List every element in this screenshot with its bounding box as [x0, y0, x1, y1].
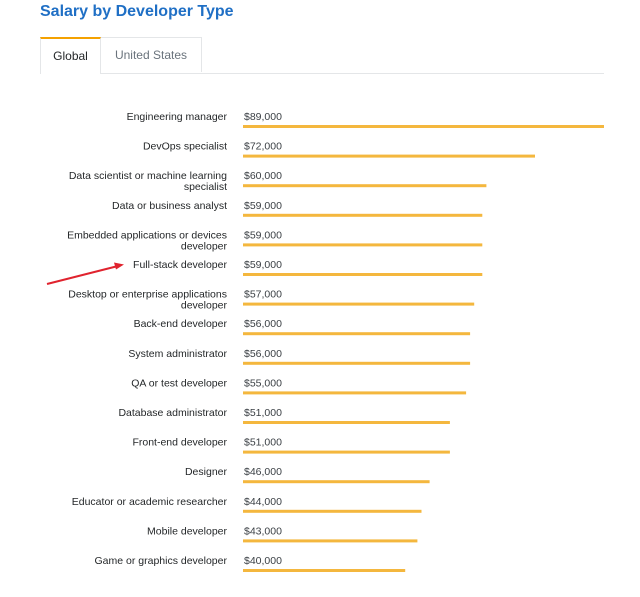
bar — [243, 539, 418, 543]
bar — [243, 184, 487, 188]
category-label: Engineering manager — [127, 111, 228, 123]
bar — [243, 509, 422, 513]
value-label: $56,000 — [244, 318, 282, 330]
bar — [243, 361, 471, 365]
value-label: $72,000 — [244, 141, 282, 153]
chart-title: Salary by Developer Type — [40, 3, 234, 20]
value-label: $59,000 — [244, 200, 282, 212]
value-label: $46,000 — [244, 466, 282, 478]
value-label: $56,000 — [244, 348, 282, 360]
category-label: Front-end developer — [132, 437, 227, 449]
category-label: Designer — [185, 466, 228, 478]
bar — [243, 302, 475, 306]
category-label: DevOps specialist — [143, 141, 227, 153]
bar — [243, 450, 450, 454]
category-label: Full-stack developer — [133, 259, 227, 271]
value-label: $40,000 — [244, 555, 282, 567]
bar — [243, 480, 430, 484]
category-label: QA or test developer — [131, 377, 227, 389]
bar — [243, 332, 471, 336]
bar — [243, 243, 483, 247]
region-tabs: Global United States — [40, 37, 604, 74]
value-label: $51,000 — [244, 437, 282, 449]
value-label: $59,000 — [244, 259, 282, 271]
value-label: $51,000 — [244, 407, 282, 419]
value-label: $55,000 — [244, 377, 282, 389]
bar — [243, 569, 406, 572]
value-label: $57,000 — [244, 289, 282, 301]
category-label: Desktop or enterprise applications develo… — [68, 289, 227, 312]
value-label: $89,000 — [244, 111, 282, 123]
category-label: System administrator — [128, 348, 227, 360]
category-label: Embedded applications or devices develope… — [67, 229, 227, 252]
value-label: $59,000 — [244, 229, 282, 241]
value-label: $60,000 — [244, 170, 282, 182]
category-label: Mobile developer — [147, 525, 227, 537]
bar — [243, 125, 604, 128]
category-label: Game or graphics developer — [95, 555, 228, 567]
bar — [243, 391, 467, 395]
bar — [243, 421, 450, 424]
value-label: $44,000 — [244, 496, 282, 508]
tab-global[interactable]: Global — [40, 37, 101, 74]
category-label: Back-end developer — [134, 318, 228, 330]
category-label: Data or business analyst — [112, 200, 227, 212]
category-label: Database administrator — [118, 407, 227, 419]
category-label: Data scientist or machine learning specia… — [69, 170, 227, 193]
value-label: $43,000 — [244, 525, 282, 537]
annotation-arrow — [46, 262, 124, 285]
bar — [243, 213, 483, 217]
category-label: Educator or academic researcher — [72, 496, 228, 508]
tab-united-states[interactable]: United States — [101, 37, 202, 72]
bar — [243, 154, 535, 158]
bar — [243, 273, 483, 276]
